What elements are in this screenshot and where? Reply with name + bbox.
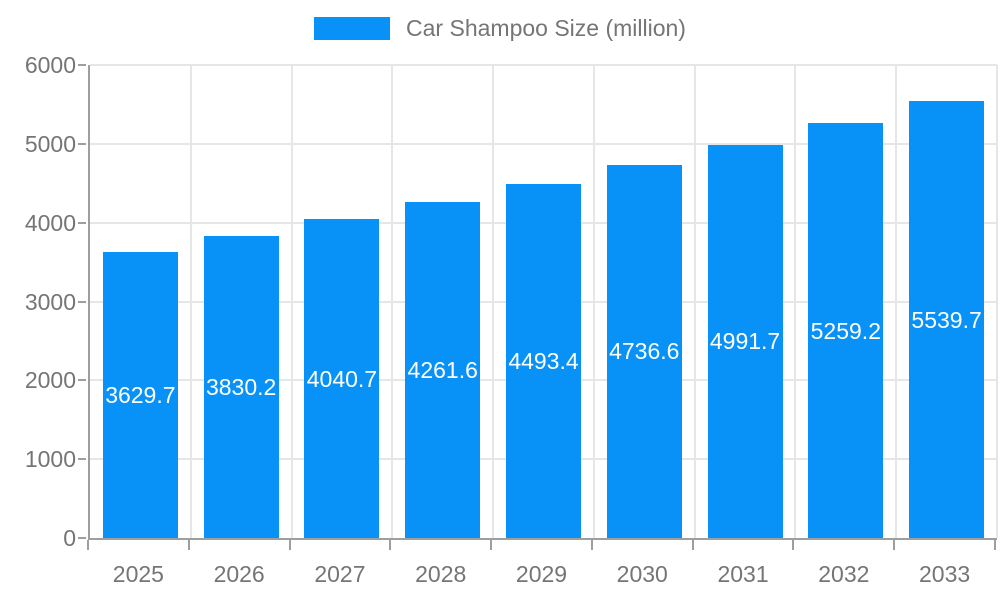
y-axis-label: 0 [63,525,76,551]
y-axis-tick [78,64,86,66]
gridline-vertical [895,65,898,538]
y-axis-label: 5000 [24,130,76,157]
y-axis-tick [78,458,86,461]
bar-2027[interactable]: 4040.7 [304,219,380,538]
y-axis-tick [78,300,86,303]
x-axis-tick [288,540,291,550]
legend[interactable]: Car Shampoo Size (million) [0,17,1000,40]
bar-value-label: 5539.7 [911,306,982,333]
x-axis-label-2031: 2031 [717,561,769,587]
x-axis-tick [994,540,996,550]
bar-value-label: 5259.2 [810,317,881,344]
bar-value-label: 4493.4 [508,347,579,374]
x-axis-label-2029: 2029 [515,561,568,587]
gridline-vertical [794,65,797,538]
bar-value-label: 3830.2 [205,374,277,401]
x-axis-tick [590,540,593,550]
bar-value-label: 4991.7 [709,328,781,355]
gridline-vertical [290,65,293,538]
x-axis-tick [792,540,795,550]
x-axis-tick [893,540,896,550]
x-axis-label-2028: 2028 [415,561,467,587]
gridline-vertical [391,65,394,538]
bar-value-label: 4040.7 [306,365,378,392]
y-axis-label: 3000 [24,288,76,315]
bar-2030[interactable]: 4736.6 [606,164,682,538]
x-axis-tick [490,540,493,550]
x-axis-tick [389,540,392,550]
x-axis-label-2027: 2027 [314,561,366,587]
legend-label: Car Shampoo Size (million) [406,15,686,41]
x-axis-label-2025: 2025 [112,561,164,587]
x-axis-tick [187,540,190,550]
bar-value-label: 4261.6 [407,357,478,384]
bar-2031[interactable]: 4991.7 [707,144,783,538]
x-axis-label-2030: 2030 [616,561,668,587]
x-axis-label-2033: 2033 [919,561,971,587]
y-axis-tick [78,537,86,539]
bar-2029[interactable]: 4493.4 [506,183,581,538]
bar-2025[interactable]: 3629.7 [102,251,178,538]
y-axis-label: 4000 [24,209,76,236]
bar-value-label: 4736.6 [609,338,680,365]
x-axis-tick [87,540,89,550]
bar-value-label: 3629.7 [105,381,176,408]
bar-2033[interactable]: 5539.7 [909,101,985,538]
y-axis-label: 1000 [24,446,76,473]
gridline-horizontal [90,142,997,145]
gridline-horizontal [90,64,997,66]
bar-2028[interactable]: 4261.6 [405,202,481,538]
y-axis-tick [78,221,86,224]
y-axis-tick [78,379,86,382]
x-axis-tick [691,540,694,550]
y-axis-label: 6000 [24,52,76,78]
gridline-vertical [492,65,495,538]
y-axis-label: 2000 [24,367,76,394]
bar-2026[interactable]: 3830.2 [203,236,279,538]
legend-swatch [314,17,391,40]
bar-2032[interactable]: 5259.2 [808,123,884,538]
gridline-vertical [189,65,192,538]
y-axis-tick [78,142,86,145]
x-axis-label-2026: 2026 [213,561,265,587]
gridline-vertical [592,65,595,538]
x-axis-label-2032: 2032 [818,561,870,587]
gridline-vertical [996,65,998,538]
gridline-vertical [693,65,696,538]
plot-area: 3629.7 3830.2 4040.7 4261.6 4493.4 4736.6 4991… [88,64,998,540]
